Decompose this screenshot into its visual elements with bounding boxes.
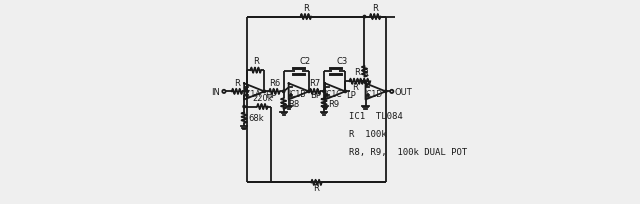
Circle shape xyxy=(323,91,325,93)
Text: R6: R6 xyxy=(269,78,280,87)
Text: LP: LP xyxy=(346,91,356,100)
Text: R: R xyxy=(234,78,240,87)
Circle shape xyxy=(246,91,248,93)
Circle shape xyxy=(364,16,365,19)
Text: IC1D: IC1D xyxy=(365,89,383,98)
Text: IC1A: IC1A xyxy=(243,89,261,98)
Circle shape xyxy=(385,91,387,93)
Text: R: R xyxy=(372,4,378,13)
Text: R: R xyxy=(362,68,368,77)
Text: R  100k: R 100k xyxy=(349,129,387,138)
Text: R: R xyxy=(314,183,319,192)
Text: R: R xyxy=(354,68,360,76)
Circle shape xyxy=(308,91,310,93)
Text: 68k: 68k xyxy=(248,114,264,123)
Text: BP: BP xyxy=(310,91,321,100)
Text: IC1  TL084: IC1 TL084 xyxy=(349,111,403,120)
Text: IC1B: IC1B xyxy=(288,89,305,98)
Text: C2: C2 xyxy=(300,57,311,66)
Circle shape xyxy=(390,90,394,94)
Text: R7: R7 xyxy=(309,78,321,87)
Text: IN: IN xyxy=(211,88,220,96)
Circle shape xyxy=(243,106,245,108)
Text: C3: C3 xyxy=(336,57,348,66)
Text: R8, R9,  100k DUAL POT: R8, R9, 100k DUAL POT xyxy=(349,147,468,156)
Circle shape xyxy=(263,91,266,93)
Circle shape xyxy=(222,90,225,94)
Text: R: R xyxy=(352,83,358,92)
Text: HP: HP xyxy=(266,91,277,100)
Circle shape xyxy=(282,91,285,93)
Text: R9: R9 xyxy=(328,100,340,109)
Circle shape xyxy=(364,81,365,83)
Text: R: R xyxy=(253,57,259,66)
Text: 220k: 220k xyxy=(252,93,273,102)
Text: IC1C: IC1C xyxy=(324,89,342,98)
Text: OUT: OUT xyxy=(395,88,413,96)
Circle shape xyxy=(344,91,346,93)
Text: R8: R8 xyxy=(288,100,300,109)
Text: R: R xyxy=(303,4,308,13)
